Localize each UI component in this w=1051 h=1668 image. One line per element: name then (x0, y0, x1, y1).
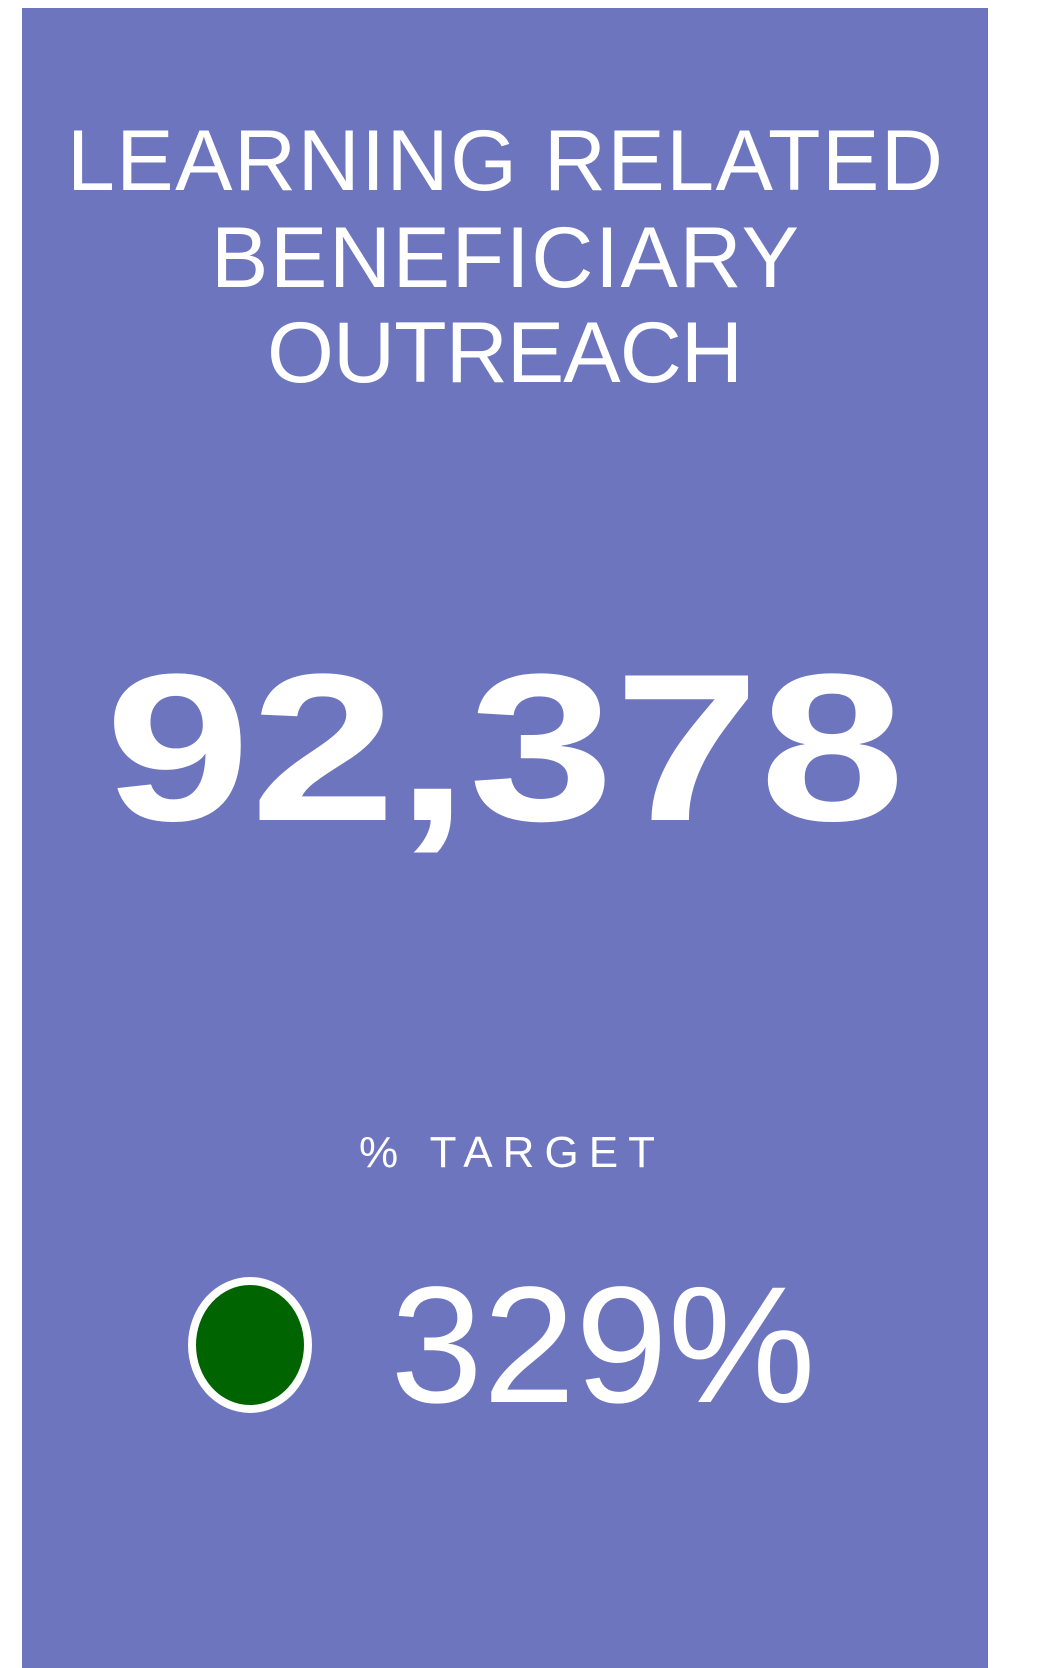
title-line: OUTREACH (267, 305, 743, 401)
target-value: 329% (391, 1253, 816, 1438)
kpi-value: 92,378 (105, 630, 905, 865)
card-background (22, 8, 988, 1668)
title-line: LEARNING RELATED (67, 113, 943, 209)
status-indicator (188, 1277, 312, 1413)
target-label: % TARGET (359, 1128, 655, 1177)
title-line: BENEFICIARY (211, 210, 799, 306)
